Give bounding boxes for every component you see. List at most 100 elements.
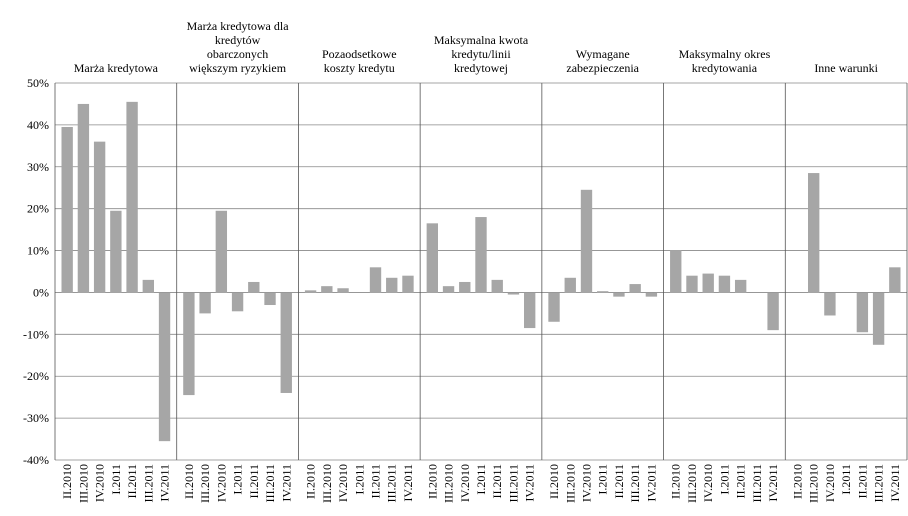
- bar: [524, 292, 536, 329]
- x-tick-label: IV.2011: [766, 464, 780, 502]
- x-tick-label: III.2010: [198, 464, 212, 503]
- bar: [426, 223, 438, 293]
- bar: [856, 292, 869, 333]
- group-title: kredytu/linii: [451, 47, 511, 61]
- y-tick-label: 10%: [27, 244, 49, 258]
- x-tick-label: IV.2011: [888, 464, 902, 502]
- x-tick-label: III.2010: [442, 464, 456, 503]
- group-title: Wymagane: [576, 47, 630, 61]
- x-tick-label: IV.2010: [336, 464, 350, 502]
- x-tick-label: III.2011: [506, 464, 520, 503]
- bar: [872, 292, 885, 345]
- bar: [889, 267, 901, 293]
- bar: [386, 277, 398, 293]
- x-tick-label: IV.2010: [93, 464, 107, 502]
- x-tick-label: I.2011: [717, 464, 731, 495]
- group-title: kredytów: [215, 33, 261, 47]
- bar: [158, 292, 171, 442]
- y-tick-label: 30%: [27, 160, 49, 174]
- x-tick-label: III.2010: [320, 464, 334, 503]
- x-tick-label: III.2011: [872, 464, 886, 503]
- bar: [110, 210, 122, 293]
- x-tick-label: IV.2011: [158, 464, 172, 502]
- bar: [686, 275, 698, 293]
- y-tick-label: 50%: [27, 76, 49, 90]
- bar: [280, 292, 292, 393]
- x-tick-label: III.2010: [563, 464, 577, 503]
- bar: [645, 292, 658, 297]
- bar: [702, 273, 714, 293]
- x-tick-label: III.2011: [628, 464, 642, 503]
- x-tick-label: I.2011: [231, 464, 245, 495]
- bar: [61, 126, 73, 293]
- y-tick-label: -40%: [23, 453, 49, 467]
- bar: [126, 101, 138, 293]
- x-tick-label: IV.2011: [644, 464, 658, 502]
- x-tick-label: IV.2011: [523, 464, 537, 502]
- group-title: zabezpieczenia: [566, 61, 639, 75]
- x-tick-label: III.2010: [76, 464, 90, 503]
- x-tick-label: IV.2010: [823, 464, 837, 502]
- y-tick-label: -30%: [23, 411, 49, 425]
- group-title: obarczonych: [207, 47, 268, 61]
- x-tick-label: II.2010: [182, 464, 196, 499]
- group-title: kredytowej: [454, 61, 508, 75]
- group-title: Pozaodsetkowe: [322, 47, 397, 61]
- bar: [564, 277, 576, 293]
- x-tick-label: IV.2010: [701, 464, 715, 502]
- group-title: koszty kredytu: [324, 61, 395, 75]
- x-tick-label: I.2011: [109, 464, 123, 495]
- x-tick-label: II.2011: [734, 464, 748, 499]
- x-tick-label: III.2011: [750, 464, 764, 503]
- bar: [718, 275, 731, 293]
- bar: [142, 279, 154, 293]
- group-title: Inne warunki: [814, 61, 878, 75]
- x-tick-label: II.2010: [60, 464, 74, 499]
- bar: [402, 275, 414, 293]
- x-tick-label: I.2011: [839, 464, 853, 495]
- bar: [824, 292, 836, 316]
- x-tick-label: III.2011: [385, 464, 399, 503]
- group-title: Marża kredytowa: [74, 61, 159, 75]
- x-tick-label: III.2010: [807, 464, 821, 503]
- x-tick-label: II.2010: [790, 464, 804, 499]
- x-tick-label: II.2011: [247, 464, 261, 499]
- x-tick-label: II.2010: [425, 464, 439, 499]
- bar: [507, 292, 520, 295]
- bar: [734, 279, 747, 293]
- x-tick-label: IV.2011: [401, 464, 415, 502]
- x-tick-label: III.2010: [685, 464, 699, 503]
- bar: [369, 267, 382, 293]
- x-tick-label: IV.2010: [579, 464, 593, 502]
- y-tick-label: 0%: [33, 285, 49, 299]
- group-title: większym ryzykiem: [189, 61, 287, 75]
- x-tick-label: II.2010: [547, 464, 561, 499]
- y-tick-label: -10%: [23, 327, 49, 341]
- x-tick-label: II.2011: [855, 464, 869, 499]
- bar: [231, 292, 244, 312]
- bar: [475, 217, 487, 293]
- bar: [491, 279, 503, 293]
- y-tick-label: 20%: [27, 202, 49, 216]
- bar: [264, 292, 276, 306]
- group-title: Maksymalny okres: [679, 47, 771, 61]
- bar: [442, 286, 455, 293]
- x-tick-label: II.2010: [669, 464, 683, 499]
- x-tick-label: IV.2010: [214, 464, 228, 502]
- x-tick-label: I.2011: [596, 464, 610, 495]
- x-tick-label: IV.2011: [279, 464, 293, 502]
- bar: [629, 284, 641, 293]
- group-title: Marża kredytowa dla: [187, 19, 290, 33]
- x-tick-label: I.2011: [352, 464, 366, 495]
- bar: [337, 288, 349, 293]
- bar: [767, 292, 779, 331]
- bar: [580, 189, 593, 293]
- x-tick-label: II.2011: [490, 464, 504, 499]
- group-title: Maksymalna kwota: [434, 33, 529, 47]
- x-tick-label: II.2011: [125, 464, 139, 499]
- bar: [808, 173, 820, 293]
- bar: [248, 281, 260, 293]
- x-tick-label: II.2011: [369, 464, 383, 499]
- x-tick-label: II.2010: [304, 464, 318, 499]
- bar: [597, 291, 609, 293]
